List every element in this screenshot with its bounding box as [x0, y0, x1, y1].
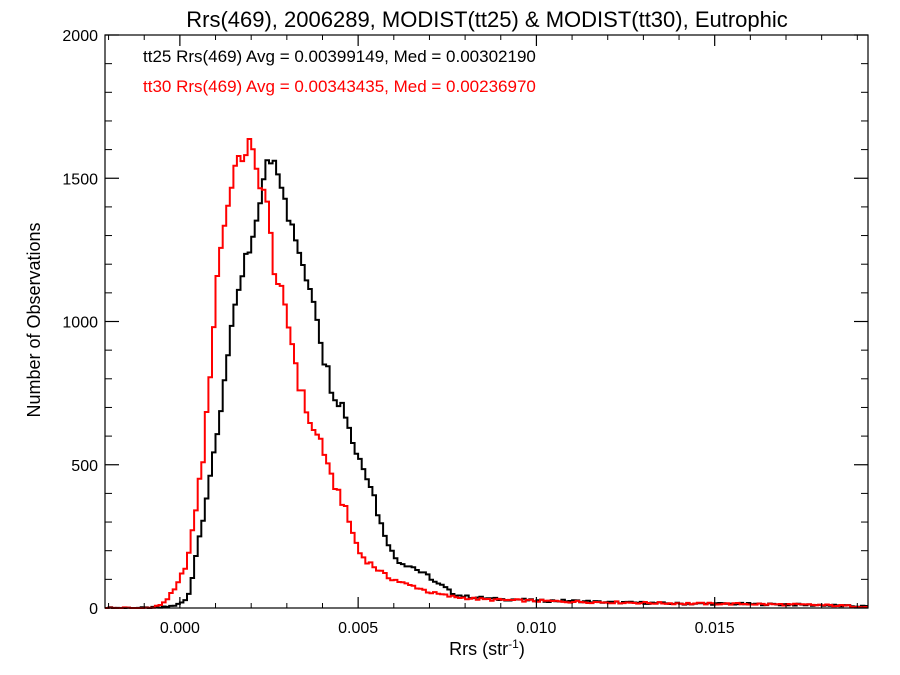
x-axis-label-close: ) [519, 639, 525, 659]
y-axis-label: Number of Observations [24, 222, 44, 417]
y-tick-label: 1500 [62, 171, 98, 188]
x-tick-label: 0.010 [516, 620, 556, 637]
chart-title: Rrs(469), 2006289, MODIST(tt25) & MODIST… [186, 7, 788, 32]
x-axis-label: Rrs (str-1) [449, 637, 525, 659]
x-tick-label: 0.000 [160, 620, 200, 637]
series-line-2 [105, 138, 868, 609]
stats-annotation-2: tt30 Rrs(469) Avg = 0.00343435, Med = 0.… [143, 77, 536, 96]
x-axis-label-superscript: -1 [508, 637, 519, 651]
x-tick-label: 0.005 [338, 620, 378, 637]
x-axis-label-base: Rrs (str [449, 639, 508, 659]
series-line-1 [105, 159, 868, 609]
y-tick-label: 2000 [62, 28, 98, 45]
series-layer [105, 138, 868, 609]
y-tick-label: 500 [71, 458, 98, 475]
y-tick-label: 0 [89, 601, 98, 618]
annotation-layer: tt25 Rrs(469) Avg = 0.00399149, Med = 0.… [143, 47, 536, 96]
x-tick-label: 0.015 [695, 620, 735, 637]
axis-layer: 0.000 0.005 0.010 0.015 0 500 1000 1500 2000 [62, 28, 868, 637]
plot-frame [104, 34, 869, 609]
y-tick-label: 1000 [62, 315, 98, 332]
stats-annotation-1: tt25 Rrs(469) Avg = 0.00399149, Med = 0.… [143, 47, 536, 66]
